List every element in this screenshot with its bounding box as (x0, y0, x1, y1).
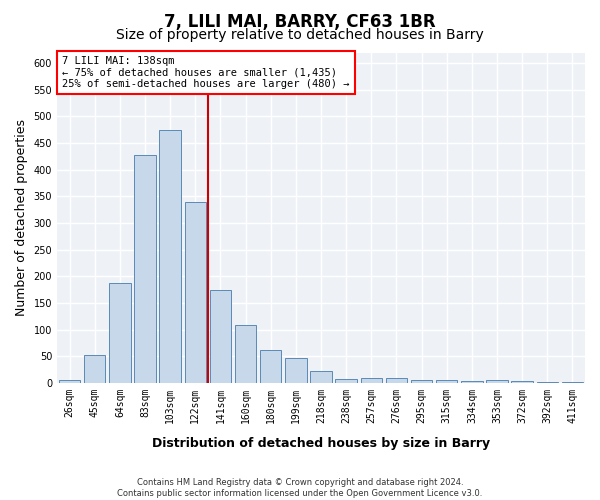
Bar (487, 380, 508, 383)
Bar (562, 382, 583, 383)
Bar (511, 382, 533, 383)
Bar (285, 358, 307, 383)
X-axis label: Distribution of detached houses by size in Barry: Distribution of detached houses by size … (152, 437, 490, 450)
Text: Contains HM Land Registry data © Crown copyright and database right 2024.
Contai: Contains HM Land Registry data © Crown c… (118, 478, 482, 498)
Text: 7 LILI MAI: 138sqm
← 75% of detached houses are smaller (1,435)
25% of semi-deta: 7 LILI MAI: 138sqm ← 75% of detached hou… (62, 56, 350, 89)
Bar (361, 378, 382, 383)
Bar (109, 283, 131, 383)
Bar (461, 382, 482, 383)
Bar (386, 378, 407, 383)
Text: Size of property relative to detached houses in Barry: Size of property relative to detached ho… (116, 28, 484, 42)
Y-axis label: Number of detached properties: Number of detached properties (15, 119, 28, 316)
Bar (185, 202, 206, 383)
Bar (84, 356, 106, 383)
Bar (411, 380, 432, 383)
Bar (134, 155, 156, 383)
Bar (335, 380, 357, 383)
Text: 7, LILI MAI, BARRY, CF63 1BR: 7, LILI MAI, BARRY, CF63 1BR (164, 12, 436, 30)
Bar (235, 326, 256, 383)
Bar (59, 380, 80, 383)
Bar (536, 382, 558, 383)
Bar (436, 380, 457, 383)
Bar (310, 372, 332, 383)
Bar (210, 290, 231, 383)
Bar (160, 130, 181, 383)
Bar (260, 350, 281, 383)
